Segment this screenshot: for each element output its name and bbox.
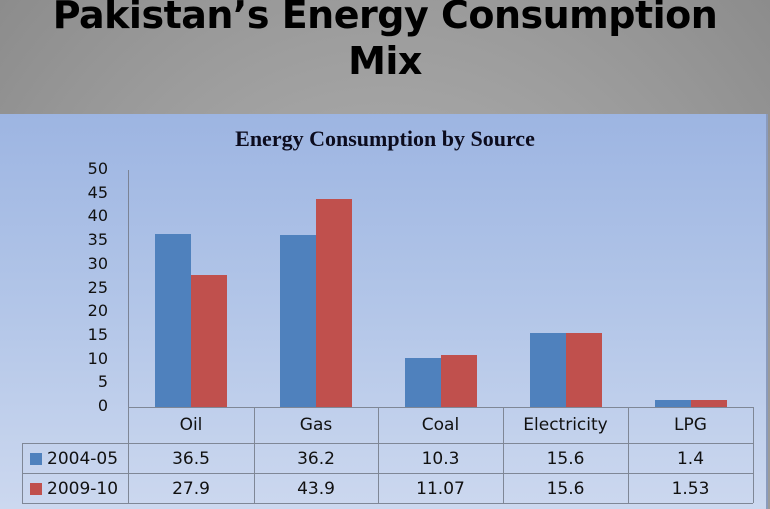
slide-title-line2: Mix	[348, 39, 422, 83]
bar-coal-2004-05	[404, 358, 441, 407]
y-tick-label: 35	[87, 230, 108, 250]
data-cell: 1.53	[671, 479, 710, 499]
table-gridline	[22, 443, 753, 444]
data-cell: 43.9	[297, 479, 335, 499]
table-gridline	[128, 407, 129, 503]
bar-lpg-2009-10	[690, 399, 727, 407]
data-cell: 10.3	[421, 449, 460, 469]
bar-lpg-2004-05	[654, 400, 691, 407]
y-tick-label: 20	[87, 301, 108, 321]
data-cell: 36.5	[172, 449, 210, 469]
data-cell: 1.4	[676, 449, 705, 469]
y-tick-label: 15	[87, 324, 108, 344]
data-cell: 36.2	[297, 449, 335, 469]
table-gridline	[22, 503, 753, 504]
table-gridline	[22, 473, 753, 474]
data-cell: 15.6	[546, 449, 585, 469]
table-gridline	[753, 407, 754, 503]
slide-title-line1: Pakistan’s Energy Consumption	[52, 0, 718, 37]
category-label: Gas	[299, 415, 333, 435]
chart-title: Energy Consumption by Source	[235, 126, 535, 151]
bar-electricity-2009-10	[565, 333, 602, 407]
y-axis	[128, 170, 129, 408]
category-label: Electricity	[523, 415, 608, 435]
legend-swatch-2009-10	[30, 483, 42, 495]
slide-title: Pakistan’s Energy Consumption Mix	[0, 0, 770, 84]
category-label: Coal	[421, 415, 460, 435]
table-gridline	[254, 407, 255, 503]
bar-oil-2009-10	[191, 274, 227, 407]
category-label: Oil	[179, 415, 203, 435]
legend-swatch-2004-05	[30, 453, 42, 465]
legend-label: 2009-10	[47, 479, 119, 499]
chart-panel: Energy Consumption by Source 0 5 10 15 20 25 3…	[0, 114, 768, 509]
data-cell: 11.07	[416, 479, 465, 499]
data-cell: 15.6	[546, 479, 585, 499]
y-tick-label: 5	[97, 372, 108, 392]
table-gridline	[378, 407, 379, 503]
bar-coal-2009-10	[440, 354, 477, 407]
table-gridline	[503, 407, 504, 503]
category-label: LPG	[674, 415, 707, 435]
bar-gas-2009-10	[316, 198, 352, 407]
y-tick-label: 45	[87, 182, 108, 202]
bar-gas-2004-05	[280, 235, 316, 407]
bar-electricity-2004-05	[529, 333, 566, 407]
y-tick-label: 10	[87, 348, 108, 368]
legend-label: 2004-05	[47, 449, 119, 469]
table-gridline	[628, 407, 629, 503]
bar-oil-2004-05	[155, 233, 191, 407]
y-tick-label: 50	[87, 159, 108, 178]
data-cell: 27.9	[172, 479, 210, 499]
table-gridline	[22, 443, 23, 503]
y-tick-label: 40	[87, 206, 108, 226]
y-tick-label: 30	[87, 253, 108, 273]
table-gridline	[128, 407, 753, 408]
y-tick-label: 25	[87, 277, 108, 297]
y-tick-label: 0	[97, 396, 108, 415]
